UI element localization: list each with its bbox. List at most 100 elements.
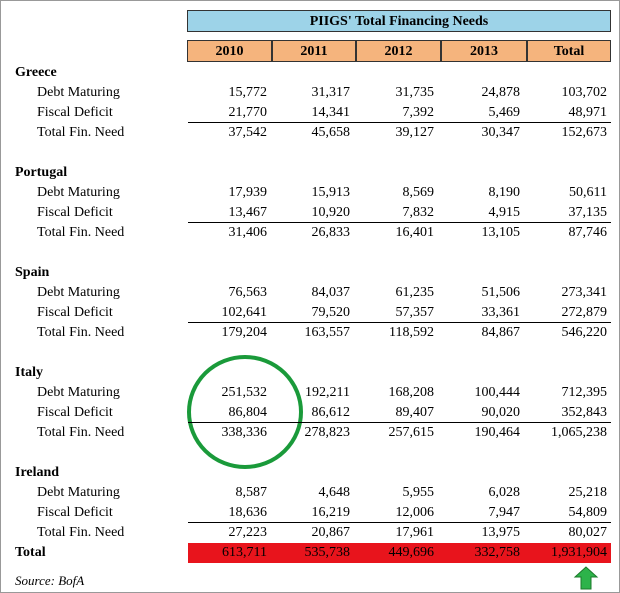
total-rule <box>188 222 611 223</box>
row-label: Total Fin. Need <box>37 525 125 540</box>
source: Source: BofA <box>15 573 85 588</box>
cell-value: 14,341 <box>311 105 351 120</box>
total-value: 613,711 <box>222 545 267 560</box>
cell-value: 8,569 <box>402 185 435 200</box>
cell-value: 89,407 <box>395 405 435 420</box>
cell-value: 10,920 <box>311 205 351 220</box>
row-label: Total Fin. Need <box>37 425 125 440</box>
cell-value: 79,520 <box>311 305 351 320</box>
cell-value: 37,542 <box>228 125 268 140</box>
cell-value: 273,341 <box>561 285 608 300</box>
cell-value: 80,027 <box>568 525 608 540</box>
cell-value: 168,208 <box>388 385 435 400</box>
column-header: 2011 <box>272 40 356 62</box>
cell-value: 190,464 <box>474 425 521 440</box>
cell-value: 33,361 <box>481 305 521 320</box>
total-rule <box>188 122 611 123</box>
table-title: PIIGS' Total Financing Needs <box>187 10 611 32</box>
cell-value: 118,592 <box>389 325 434 340</box>
row-label: Total Fin. Need <box>37 125 125 140</box>
total-label: Total <box>15 545 46 560</box>
cell-value: 37,135 <box>568 205 608 220</box>
total-value: 535,738 <box>304 545 351 560</box>
section-heading: Portugal <box>15 165 68 180</box>
row-label: Fiscal Deficit <box>37 205 113 220</box>
cell-value: 13,975 <box>481 525 521 540</box>
cell-value: 4,648 <box>318 485 351 500</box>
row-label: Debt Maturing <box>37 385 120 400</box>
cell-value: 26,833 <box>311 225 351 240</box>
cell-value: 6,028 <box>488 485 521 500</box>
cell-value: 24,878 <box>481 85 521 100</box>
column-header: Total <box>527 40 611 62</box>
highlight-circle <box>187 355 303 469</box>
cell-value: 13,105 <box>481 225 521 240</box>
cell-value: 84,867 <box>481 325 521 340</box>
cell-value: 102,641 <box>221 305 268 320</box>
total-highlight <box>188 543 611 563</box>
cell-value: 25,218 <box>568 485 608 500</box>
cell-value: 12,006 <box>395 505 435 520</box>
cell-value: 84,037 <box>311 285 351 300</box>
row-label: Debt Maturing <box>37 285 120 300</box>
cell-value: 257,615 <box>388 425 435 440</box>
cell-value: 251,532 <box>221 385 268 400</box>
column-header: 2010 <box>187 40 272 62</box>
cell-value: 86,612 <box>311 405 351 420</box>
total-rule <box>188 322 611 323</box>
cell-value: 8,190 <box>488 185 521 200</box>
cell-value: 7,947 <box>488 505 521 520</box>
cell-value: 54,809 <box>568 505 608 520</box>
section-heading: Ireland <box>15 465 60 480</box>
row-label: Fiscal Deficit <box>37 505 113 520</box>
cell-value: 163,557 <box>304 325 351 340</box>
cell-value: 179,204 <box>221 325 268 340</box>
cell-value: 27,223 <box>228 525 268 540</box>
cell-value: 352,843 <box>561 405 608 420</box>
cell-value: 16,219 <box>311 505 351 520</box>
cell-value: 21,770 <box>228 105 268 120</box>
cell-value: 1,065,238 <box>551 425 607 440</box>
cell-value: 45,658 <box>311 125 351 140</box>
section-heading: Greece <box>15 65 57 80</box>
cell-value: 17,961 <box>395 525 435 540</box>
cell-value: 100,444 <box>474 385 521 400</box>
total-rule <box>188 422 611 423</box>
row-label: Total Fin. Need <box>37 225 125 240</box>
cell-value: 87,746 <box>568 225 608 240</box>
total-value: 332,758 <box>474 545 521 560</box>
cell-value: 18,636 <box>228 505 268 520</box>
cell-value: 30,347 <box>481 125 521 140</box>
cell-value: 278,823 <box>304 425 351 440</box>
cell-value: 16,401 <box>395 225 435 240</box>
cell-value: 7,832 <box>402 205 435 220</box>
cell-value: 20,867 <box>311 525 351 540</box>
cell-value: 103,702 <box>561 85 608 100</box>
cell-value: 272,879 <box>561 305 608 320</box>
cell-value: 4,915 <box>488 205 521 220</box>
cell-value: 7,392 <box>402 105 435 120</box>
cell-value: 86,804 <box>228 405 268 420</box>
cell-value: 31,406 <box>228 225 268 240</box>
cell-value: 39,127 <box>395 125 435 140</box>
cell-value: 17,939 <box>228 185 268 200</box>
total-rule <box>188 522 611 523</box>
row-label: Fiscal Deficit <box>37 405 113 420</box>
cell-value: 31,735 <box>395 85 435 100</box>
column-header: 2013 <box>441 40 527 62</box>
cell-value: 57,357 <box>395 305 435 320</box>
up-arrow <box>573 566 599 590</box>
cell-value: 15,913 <box>311 185 351 200</box>
cell-value: 5,955 <box>402 485 435 500</box>
section-heading: Italy <box>15 365 43 380</box>
cell-value: 152,673 <box>561 125 608 140</box>
cell-value: 192,211 <box>305 385 350 400</box>
cell-value: 48,971 <box>568 105 608 120</box>
row-label: Fiscal Deficit <box>37 105 113 120</box>
cell-value: 546,220 <box>561 325 608 340</box>
cell-value: 13,467 <box>228 205 268 220</box>
cell-value: 76,563 <box>228 285 268 300</box>
total-value: 449,696 <box>388 545 435 560</box>
